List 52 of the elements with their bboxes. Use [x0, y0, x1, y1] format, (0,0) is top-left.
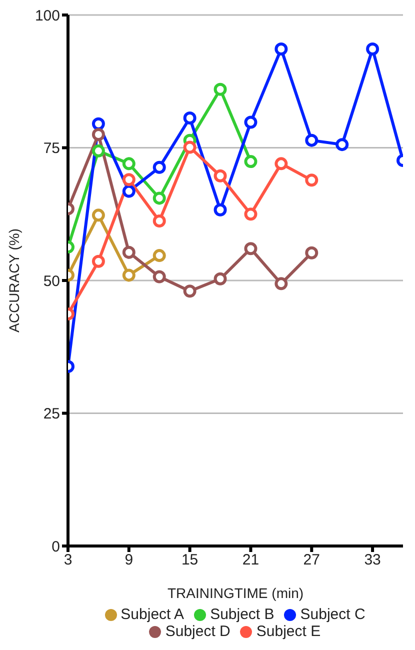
point: [152, 192, 166, 205]
point: [183, 140, 196, 154]
x-tick-label: 21: [242, 552, 260, 569]
point: [305, 174, 318, 187]
y-tick-label: 25: [43, 406, 60, 423]
point: [92, 117, 105, 130]
x-tick-label: 3: [64, 552, 72, 569]
point: [214, 169, 227, 182]
y-tick-label: 0: [52, 538, 60, 556]
point: [305, 246, 318, 260]
point: [122, 173, 136, 186]
point: [122, 246, 136, 259]
point: [92, 254, 105, 268]
point: [92, 144, 105, 158]
point: [244, 208, 258, 221]
point: [92, 128, 105, 141]
point: [244, 242, 258, 256]
point: [336, 138, 349, 152]
point: [305, 134, 318, 147]
point: [274, 277, 288, 290]
legend-label: Subject A: [120, 606, 184, 623]
point: [92, 208, 105, 222]
point: [183, 112, 196, 125]
legend-label: Subject B: [210, 606, 274, 623]
y-axis-title: ACCURACY (%): [6, 228, 22, 332]
legend-label: Subject D: [165, 623, 230, 640]
x-axis-title: TRAININGTIME (min): [167, 585, 304, 601]
legend-label: Subject E: [256, 623, 321, 640]
point: [183, 284, 196, 298]
y-tick-label: 50: [43, 272, 60, 290]
point: [214, 203, 227, 216]
point: [274, 42, 288, 56]
point: [152, 214, 166, 228]
point: [366, 42, 380, 56]
point: [152, 249, 166, 262]
x-tick-label: 9: [124, 552, 134, 569]
y-tick-label: 100: [34, 7, 60, 24]
point: [122, 157, 136, 170]
point: [214, 82, 227, 96]
point: [244, 155, 258, 168]
point: [122, 184, 136, 198]
point: [214, 272, 227, 286]
point: [152, 270, 166, 284]
legend-label: Subject C: [300, 606, 366, 623]
point: [274, 157, 288, 170]
point: [122, 268, 136, 282]
y-tick-label: 75: [43, 140, 60, 158]
point: [152, 160, 166, 174]
x-tick-label: 15: [181, 552, 198, 569]
point: [244, 116, 258, 129]
x-tick-label: 33: [364, 552, 381, 569]
x-tick-label: 27: [303, 552, 320, 569]
